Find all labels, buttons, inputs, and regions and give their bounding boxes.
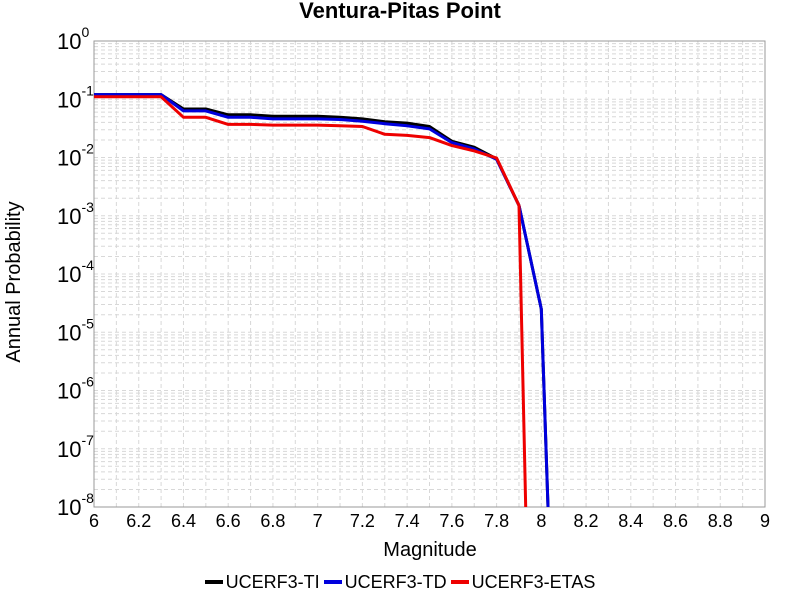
y-tick-base: 10: [57, 495, 81, 520]
plot-frame: [93, 40, 766, 508]
y-tick-base: 10: [57, 437, 81, 462]
y-tick-label: 10-2: [57, 141, 94, 171]
y-tick-base: 10: [57, 320, 81, 345]
y-tick-base: 10: [57, 146, 81, 171]
y-tick-exponent: -5: [81, 315, 94, 331]
series-line-ucerf3-td: [94, 93, 550, 508]
y-tick-exponent: -3: [81, 199, 94, 215]
series-line-ucerf3-etas: [94, 95, 528, 508]
x-tick-label: 8.4: [618, 511, 643, 531]
legend-entry: UCERF3-TI: [204, 571, 320, 593]
x-tick-label: 7.8: [484, 511, 509, 531]
x-tick-label: 7.2: [350, 511, 375, 531]
x-axis-ticks: 6 6.2 6.4 6.6 6.8 7 7.2 7.4 7.6 7.8 8 8.2 8.4 8.6 8.8 9: [89, 511, 770, 531]
y-tick-exponent: 0: [81, 24, 89, 40]
x-tick-label: 8: [536, 511, 546, 531]
y-tick-exponent: -8: [81, 490, 94, 506]
legend: UCERF3-TI UCERF3-TD UCERF3-ETAS: [0, 568, 800, 593]
x-tick-label: 9: [760, 511, 770, 531]
x-tick-label: 8.8: [708, 511, 733, 531]
x-tick-label: 6: [89, 511, 99, 531]
x-tick-label: 7: [313, 511, 323, 531]
legend-swatch: [204, 580, 223, 584]
legend-label: UCERF3-TI: [225, 571, 320, 592]
chart-title: Ventura-Pitas Point: [299, 0, 501, 23]
legend-entry: UCERF3-TD: [323, 571, 447, 593]
y-tick-label: 10-6: [57, 374, 94, 404]
x-tick-label: 7.6: [439, 511, 464, 531]
y-tick-label: 10-5: [57, 315, 94, 345]
y-tick-base: 10: [57, 29, 81, 54]
y-tick-label: 10-7: [57, 432, 94, 462]
y-tick-exponent: -6: [81, 374, 94, 390]
y-tick-base: 10: [57, 204, 81, 229]
legend-label: UCERF3-TD: [344, 571, 447, 592]
x-tick-label: 6.6: [216, 511, 241, 531]
x-tick-label: 6.8: [260, 511, 285, 531]
legend-label: UCERF3-ETAS: [471, 571, 596, 592]
x-tick-label: 8.6: [663, 511, 688, 531]
y-tick-exponent: -2: [81, 141, 94, 157]
series-line-ucerf3-ti: [94, 93, 550, 508]
x-tick-label: 6.2: [126, 511, 151, 531]
legend-swatch: [323, 580, 342, 584]
y-tick-exponent: -1: [81, 82, 94, 98]
y-tick-label: 100: [57, 24, 89, 54]
y-tick-exponent: -4: [81, 257, 94, 273]
x-tick-label: 7.4: [395, 511, 420, 531]
y-tick-base: 10: [57, 262, 81, 287]
y-axis-label: Annual Probability: [3, 201, 25, 362]
x-tick-label: 8.2: [574, 511, 599, 531]
y-tick-label: 10-3: [57, 199, 94, 229]
legend-swatch: [450, 580, 469, 584]
series-layer: [94, 93, 550, 508]
x-axis-label: Magnitude: [383, 539, 476, 561]
y-tick-label: 10-8: [57, 490, 94, 520]
y-tick-base: 10: [57, 379, 81, 404]
y-tick-exponent: -7: [81, 432, 94, 448]
x-tick-label: 6.4: [171, 511, 196, 531]
y-tick-base: 10: [57, 87, 81, 112]
y-tick-label: 10-1: [57, 82, 94, 112]
y-tick-label: 10-4: [57, 257, 94, 287]
legend-entry: UCERF3-ETAS: [450, 571, 596, 593]
